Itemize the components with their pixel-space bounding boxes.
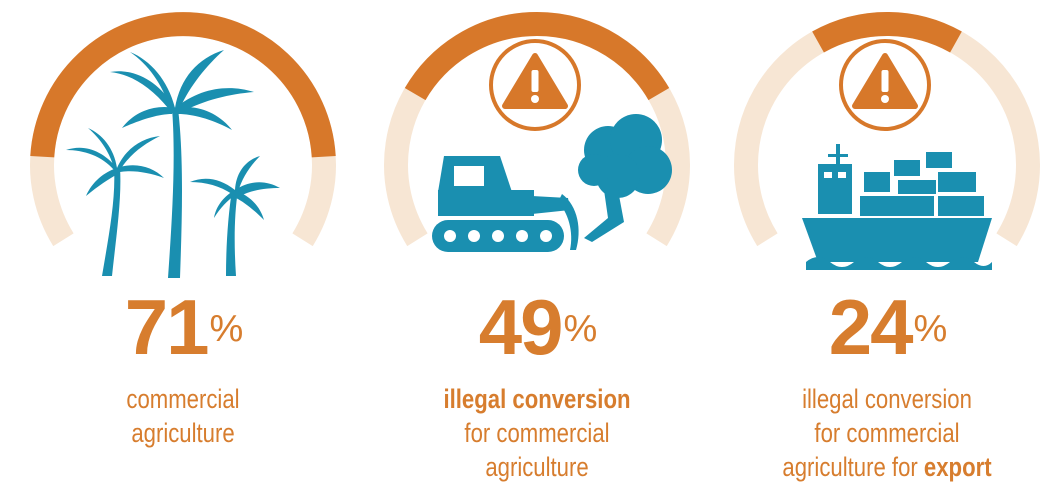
stat-export-conversion: 24% illegal conversion for commercial agri…	[722, 0, 1052, 492]
donut-chart	[734, 12, 1040, 270]
caption-text: agriculture for	[782, 452, 924, 482]
stat-commercial-agriculture: 71% commercial agriculture	[18, 0, 348, 492]
stat-illegal-conversion: 49% illegal conversion for commercial agri…	[372, 0, 702, 492]
stat-caption: illegal conversion for commercial agricult…	[752, 382, 1023, 484]
caption-text: illegal conversion	[802, 384, 972, 414]
palm-trees-icon	[66, 50, 280, 278]
caption-line: for commercial	[752, 416, 1023, 450]
caption-line: agriculture for export	[752, 450, 1023, 484]
stat-number: 24	[828, 283, 914, 371]
warning-icon	[489, 39, 581, 131]
caption-line: for commercial	[402, 416, 673, 450]
warning-icon	[839, 39, 931, 131]
donut-chart	[30, 12, 336, 278]
caption-text: agriculture	[485, 452, 589, 482]
percent-sign: %	[563, 308, 597, 350]
stat-number: 49	[478, 283, 564, 371]
caption-line: commercial	[48, 382, 319, 416]
caption-line: illegal conversion	[402, 382, 673, 416]
caption-text: agriculture	[131, 418, 235, 448]
donut-chart	[384, 12, 690, 252]
stat-value: 24%	[722, 288, 1052, 366]
ring-value-arc	[404, 12, 670, 101]
caption-text: commercial	[126, 384, 240, 414]
stat-value: 71%	[18, 288, 348, 366]
stat-caption: illegal conversion for commercial agricult…	[402, 382, 673, 484]
caption-line: illegal conversion	[752, 382, 1023, 416]
caption-bold-text: export	[923, 452, 992, 482]
stat-caption: commercial agriculture	[48, 382, 319, 450]
cargo-ship-icon	[802, 144, 992, 270]
caption-bold-text: illegal conversion	[443, 384, 631, 414]
percent-sign: %	[913, 308, 947, 350]
ring-value-arc	[812, 12, 962, 53]
caption-text: for commercial	[464, 418, 610, 448]
stat-value: 49%	[372, 288, 702, 366]
ring-value-arc	[30, 12, 336, 158]
caption-line: agriculture	[402, 450, 673, 484]
caption-line: agriculture	[48, 416, 319, 450]
percent-sign: %	[209, 308, 243, 350]
caption-text: for commercial	[814, 418, 960, 448]
stat-number: 71	[124, 283, 210, 371]
bulldozer-tree-icon	[432, 114, 672, 252]
